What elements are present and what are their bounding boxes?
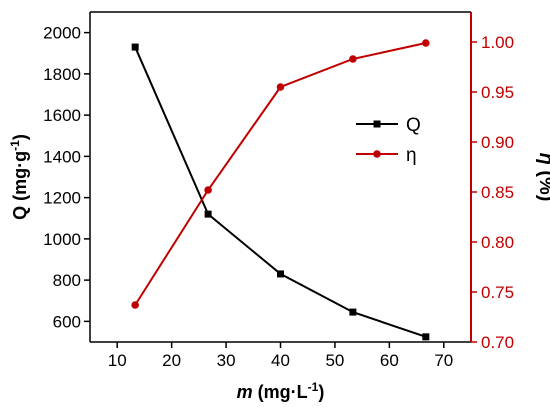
data-point-eta [276,83,285,91]
right-tick-label: 0.70 [481,333,514,352]
x-axis-label-end: ) [318,382,324,402]
data-point-eta [204,186,212,194]
legend-label: Q [406,115,421,136]
left-tick-label: 2000 [43,24,81,43]
x-tick-label: 50 [325,351,344,370]
left-tick-label: 1600 [43,106,81,125]
right-tick-label: 0.80 [481,233,514,252]
right-axis-label-var: η [535,153,550,165]
right-axis-label-unit: (%) [535,165,550,202]
left-axis-label-sup: -1 [8,140,22,151]
data-point-q [277,270,284,278]
x-axis-label-unit: (mg·L [253,382,308,402]
x-axis-label: m (mg·L-1) [237,380,325,402]
right-tick-label: 0.90 [481,133,514,152]
x-tick-label: 30 [217,351,236,370]
x-axis-label-var: m [237,382,253,402]
data-point-eta [131,301,139,309]
legend: Qη [356,115,421,166]
x-tick-label: 20 [162,351,181,370]
left-tick-label: 1000 [43,230,81,249]
left-tick-label: 1200 [43,189,81,208]
x-tick-label: 60 [380,351,399,370]
data-point-q [131,43,139,51]
legend-marker [373,150,381,158]
left-tick-label: 1400 [43,147,81,166]
left-tick-label: 1800 [43,65,81,84]
series-line-eta [134,42,427,306]
data-point-eta [349,55,357,63]
data-point-q [204,210,212,218]
right-tick-label: 0.75 [481,283,514,302]
x-tick-label: 10 [108,351,127,370]
series-layer [131,39,430,341]
left-tick-label: 600 [53,312,81,331]
x-axis-label-sup: -1 [308,380,319,394]
right-axis-label: η (%) [535,153,550,202]
data-point-q [422,333,430,341]
data-point-eta [422,39,430,47]
data-point-q [349,308,357,316]
legend-marker [373,120,381,128]
left-axis-label-end: ) [10,134,30,140]
legend-label: η [406,145,417,166]
x-tick-label: 70 [434,351,453,370]
left-axis-label-main: Q (mg·g [10,151,30,220]
right-tick-label: 1.00 [481,33,514,52]
axis-labels: m (mg·L-1)Q (mg·g-1)η (%) [8,134,550,402]
right-tick-label: 0.85 [481,183,514,202]
axes-layer: 10 20 30 40 50 60 70 600 800 1000 1200 1400 1600 1800… [43,11,514,370]
left-tick-label: 800 [53,271,81,290]
x-tick-label: 40 [271,351,290,370]
left-axis-label: Q (mg·g-1) [8,134,30,220]
right-tick-label: 0.95 [481,83,514,102]
